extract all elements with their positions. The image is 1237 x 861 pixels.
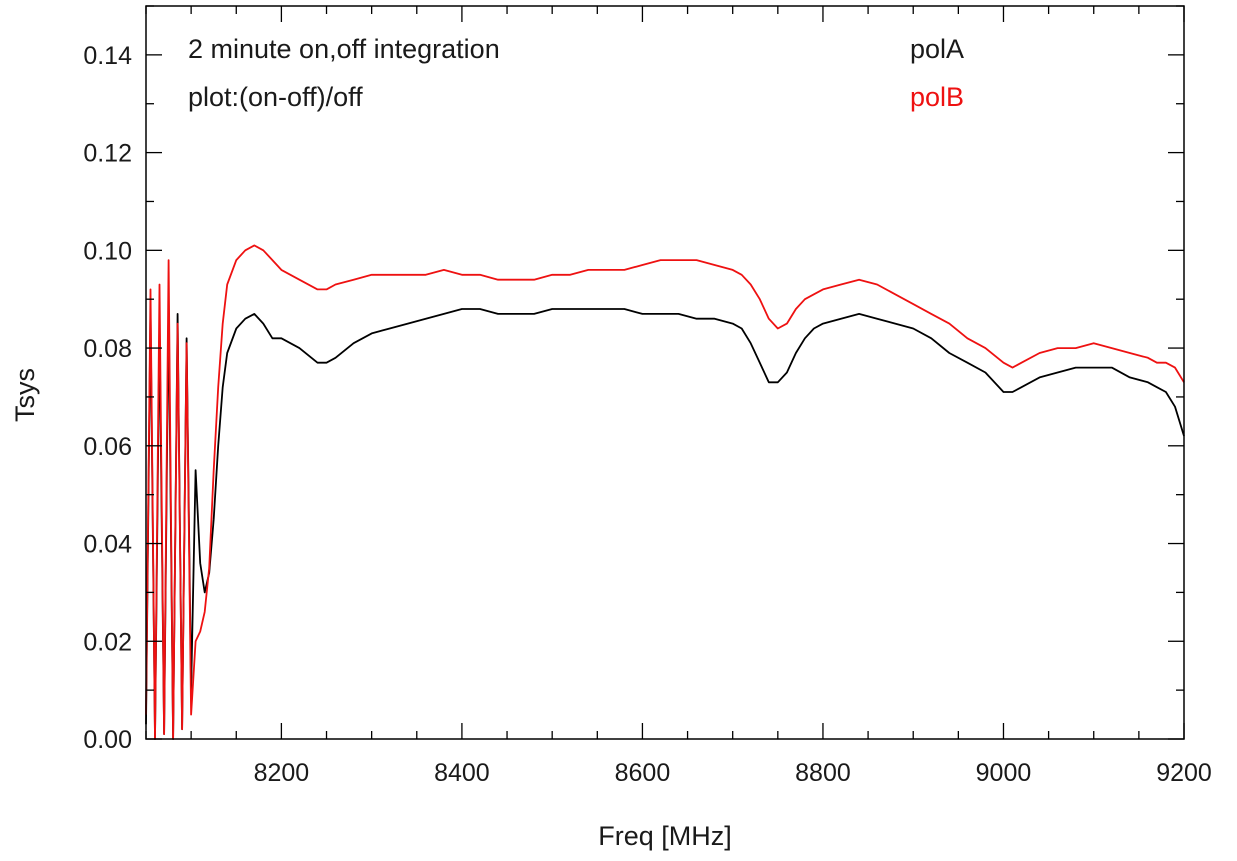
x-tick-label: 8800 bbox=[795, 759, 851, 787]
series-layer bbox=[145, 244, 1185, 740]
series-line-pola bbox=[145, 303, 1185, 740]
y-tick-label: 0.10 bbox=[83, 237, 132, 265]
plot-frame bbox=[145, 5, 1185, 740]
series-line-polb bbox=[145, 244, 1185, 740]
annotation-plot-formula: plot:(on-off)/off bbox=[188, 82, 363, 112]
y-tick-label: 0.02 bbox=[83, 628, 132, 656]
y-axis-title: Tsys bbox=[10, 368, 40, 422]
annotation-integration: 2 minute on,off integration bbox=[188, 34, 500, 64]
legend-entry-polb: polB bbox=[910, 82, 964, 112]
x-tick-label: 8600 bbox=[615, 759, 671, 787]
x-tick-label: 8400 bbox=[434, 759, 490, 787]
x-tick-label: 9200 bbox=[1156, 759, 1212, 787]
y-tick-label: 0.14 bbox=[83, 42, 132, 70]
y-tick-label: 0.00 bbox=[83, 726, 132, 754]
y-tick-label: 0.12 bbox=[83, 140, 132, 168]
x-tick-label: 8200 bbox=[254, 759, 310, 787]
ticks-layer bbox=[145, 5, 1185, 740]
legend-entry-pola: polA bbox=[910, 34, 964, 64]
y-tick-label: 0.06 bbox=[83, 433, 132, 461]
x-tick-label: 9000 bbox=[976, 759, 1032, 787]
labels-layer: 8200 8400 8600 8800 9000 9200 0.00 0.02 0.04 0.06… bbox=[83, 42, 1211, 787]
y-tick-label: 0.08 bbox=[83, 335, 132, 363]
y-tick-label: 0.04 bbox=[83, 531, 132, 559]
x-axis-title: Freq [MHz] bbox=[598, 821, 732, 851]
